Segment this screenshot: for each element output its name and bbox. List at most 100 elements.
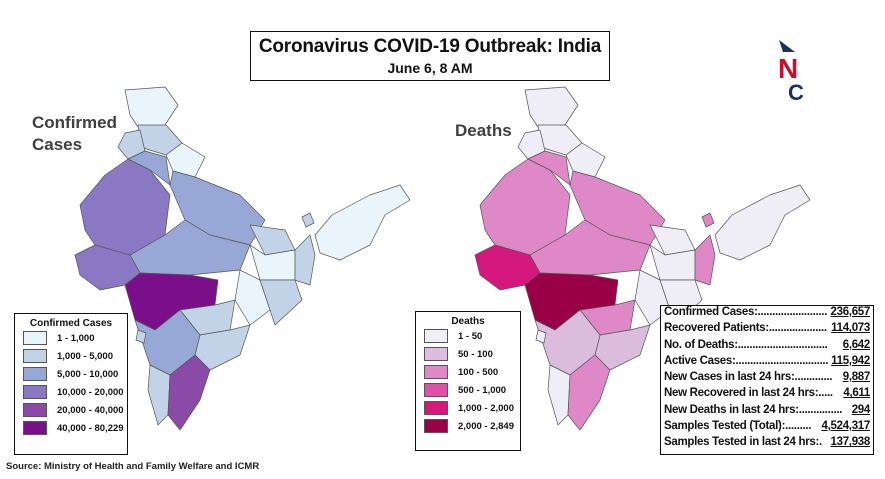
legend-item: 1,000 - 2,000 bbox=[424, 399, 520, 417]
legend-swatch bbox=[424, 365, 448, 379]
title-box: Coronavirus COVID-19 Outbreak: India Jun… bbox=[250, 31, 610, 81]
stat-value: 4,524,317 bbox=[821, 420, 871, 433]
page-subtitle: June 6, 8 AM bbox=[387, 60, 473, 76]
stat-label: No. of Deaths:..........................… bbox=[664, 338, 828, 351]
page-title: Coronavirus COVID-19 Outbreak: India bbox=[258, 36, 602, 57]
legend-swatch bbox=[424, 401, 448, 415]
stat-row: No. of Deaths:..........................… bbox=[661, 339, 873, 355]
stat-value: 6,642 bbox=[842, 338, 871, 351]
legend-swatch bbox=[424, 419, 448, 433]
legend-title: Deaths bbox=[451, 316, 485, 327]
legend-label: 10,000 - 20,000 bbox=[57, 386, 124, 398]
stat-value: 294 bbox=[851, 403, 871, 416]
region-odisha bbox=[259, 279, 303, 326]
legend-swatch bbox=[23, 367, 47, 381]
stat-label: Active Cases:...........................… bbox=[664, 354, 829, 367]
stat-label: Recovered Patients:.................... bbox=[664, 322, 827, 335]
stat-label: New Deaths in last 24 hrs:..............… bbox=[664, 403, 843, 416]
source-note: Source: Ministry of Health and Family We… bbox=[6, 461, 260, 472]
legend-label: 2,000 - 2,849 bbox=[458, 420, 514, 432]
legend-swatch bbox=[23, 421, 47, 435]
region-north-top bbox=[524, 86, 579, 131]
region-kerala bbox=[547, 364, 571, 426]
legend-swatch bbox=[424, 329, 448, 343]
legend-item: 50 - 100 bbox=[424, 345, 520, 363]
stat-row: Recovered Patients:.................... 1… bbox=[661, 322, 873, 338]
legend-swatch bbox=[424, 347, 448, 361]
legend-swatch bbox=[23, 349, 47, 363]
legend-label: 1 - 1,000 bbox=[57, 332, 95, 344]
legend-label: 1,000 - 5,000 bbox=[57, 350, 113, 362]
legend-item: 2,000 - 2,849 bbox=[424, 417, 520, 435]
region-goa bbox=[135, 329, 147, 344]
stat-value: 236,657 bbox=[830, 306, 871, 318]
legend-swatch bbox=[23, 403, 47, 417]
legend-title: Confirmed Cases bbox=[29, 318, 113, 329]
svg-text:C: C bbox=[788, 80, 804, 102]
stat-label: Samples Tested (Total):......... bbox=[664, 420, 812, 433]
stat-row: New Recovered in last 24 hrs:..... 4,611 bbox=[661, 387, 873, 403]
region-goa bbox=[535, 329, 547, 344]
legend-label: 1 - 50 bbox=[458, 330, 483, 342]
deaths-map bbox=[474, 86, 811, 431]
stat-label: Confirmed Cases:........................ bbox=[664, 306, 828, 318]
confirmed-cases-map bbox=[74, 86, 411, 431]
region-sikkim bbox=[701, 212, 715, 228]
legend-swatch bbox=[424, 383, 448, 397]
stat-value: 4,611 bbox=[843, 387, 870, 400]
legend-label: 1,000 - 2,000 bbox=[458, 402, 514, 414]
confirmed-cases-legend: Confirmed Cases 1 - 1,000 1,000 - 5,000 5,… bbox=[14, 313, 128, 455]
stat-label: New Cases in last 24 hrs:............. bbox=[664, 371, 833, 384]
nc-logo: N C bbox=[778, 40, 804, 102]
legend-swatch bbox=[23, 385, 47, 399]
stat-row: New Cases in last 24 hrs:............. 9,… bbox=[661, 371, 873, 387]
region-tamil-nadu bbox=[167, 354, 211, 431]
region-kerala bbox=[147, 364, 171, 426]
region-tamil-nadu bbox=[567, 354, 611, 431]
legend-label: 20,000 - 40,000 bbox=[57, 404, 124, 416]
legend-item: 100 - 500 bbox=[424, 363, 520, 381]
region-northeast bbox=[714, 184, 811, 261]
stat-label: New Recovered in last 24 hrs:..... bbox=[664, 387, 833, 400]
legend-label: 5,000 - 10,000 bbox=[57, 368, 119, 380]
legend-item: 5,000 - 10,000 bbox=[23, 365, 127, 383]
deaths-legend: Deaths 1 - 50 50 - 100 100 - 500 500 - 1,00… bbox=[415, 311, 521, 451]
stat-row: Confirmed Cases:........................… bbox=[661, 306, 873, 322]
legend-label: 100 - 500 bbox=[458, 366, 499, 378]
stat-value: 9,887 bbox=[842, 371, 871, 384]
region-sikkim bbox=[301, 212, 315, 228]
stat-value: 114,073 bbox=[831, 322, 870, 335]
deaths-label: Deaths bbox=[455, 121, 512, 140]
region-rajasthan bbox=[79, 158, 171, 256]
region-northeast bbox=[314, 184, 411, 261]
stats-panel: Confirmed Cases:........................… bbox=[660, 305, 874, 455]
legend-label: 500 - 1,000 bbox=[458, 384, 507, 396]
legend-swatch bbox=[23, 331, 47, 345]
region-north-top bbox=[124, 86, 179, 131]
legend-item: 10,000 - 20,000 bbox=[23, 383, 127, 401]
region-haryana bbox=[127, 150, 171, 186]
legend-item: 1 - 50 bbox=[424, 327, 520, 345]
confirmed-cases-label: Confirmed Cases bbox=[32, 113, 117, 154]
legend-label: 40,000 - 80,229 bbox=[57, 422, 124, 434]
stat-label: Samples Tested in last 24 hrs:. bbox=[664, 436, 822, 449]
stat-row: Samples Tested in last 24 hrs:. 137,938 bbox=[661, 436, 873, 452]
stat-row: Active Cases:...........................… bbox=[661, 355, 873, 371]
svg-text:N: N bbox=[778, 53, 798, 84]
legend-label: 50 - 100 bbox=[458, 348, 493, 360]
region-uttarakhand bbox=[565, 142, 606, 178]
legend-item: 20,000 - 40,000 bbox=[23, 401, 127, 419]
region-west-bengal bbox=[694, 234, 716, 286]
stat-row: New Deaths in last 24 hrs:..............… bbox=[661, 404, 873, 420]
legend-item: 500 - 1,000 bbox=[424, 381, 520, 399]
legend-item: 1,000 - 5,000 bbox=[23, 347, 127, 365]
region-west-bengal bbox=[294, 234, 316, 286]
legend-item: 40,000 - 80,229 bbox=[23, 419, 127, 437]
region-rajasthan bbox=[479, 158, 571, 256]
stat-value: 115,942 bbox=[831, 354, 870, 367]
stat-value: 137,938 bbox=[830, 436, 871, 449]
region-haryana bbox=[527, 150, 571, 186]
region-uttarakhand bbox=[165, 142, 206, 178]
legend-item: 1 - 1,000 bbox=[23, 329, 127, 347]
stat-row: Samples Tested (Total):......... 4,524,31… bbox=[661, 420, 873, 436]
